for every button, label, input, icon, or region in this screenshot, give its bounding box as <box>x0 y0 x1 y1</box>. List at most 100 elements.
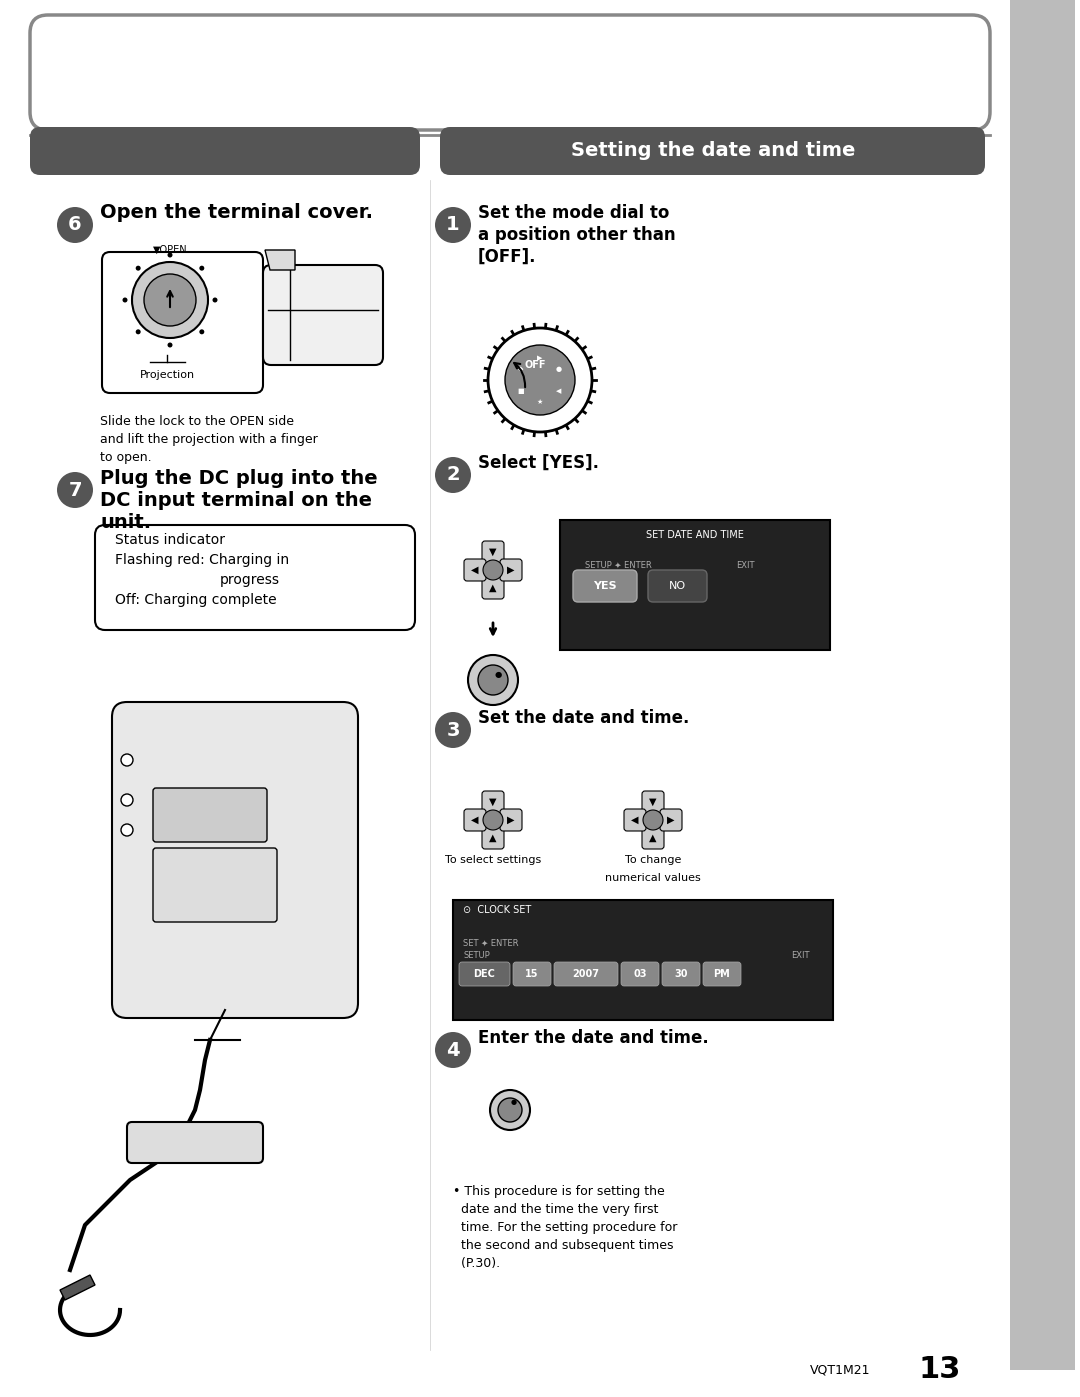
Circle shape <box>136 330 140 334</box>
FancyBboxPatch shape <box>703 963 741 986</box>
FancyBboxPatch shape <box>642 827 664 849</box>
Text: ▶: ▶ <box>508 814 515 826</box>
Circle shape <box>144 274 195 326</box>
Circle shape <box>435 712 471 747</box>
Text: To select settings: To select settings <box>445 855 541 865</box>
Text: ◀: ◀ <box>631 814 638 826</box>
Circle shape <box>200 330 204 334</box>
Text: ▶: ▶ <box>667 814 675 826</box>
Text: numerical values: numerical values <box>605 873 701 883</box>
Text: NO: NO <box>669 581 686 591</box>
FancyBboxPatch shape <box>102 251 264 393</box>
Text: ▲: ▲ <box>489 583 497 592</box>
FancyBboxPatch shape <box>459 963 510 986</box>
Circle shape <box>505 345 575 415</box>
FancyBboxPatch shape <box>573 570 637 602</box>
FancyBboxPatch shape <box>464 559 486 581</box>
Text: ●: ● <box>556 366 562 372</box>
Circle shape <box>136 265 140 271</box>
Text: 1: 1 <box>446 215 460 235</box>
Text: 4: 4 <box>446 1041 460 1059</box>
Text: 3: 3 <box>446 721 460 739</box>
Circle shape <box>132 263 208 338</box>
Text: ▼: ▼ <box>489 548 497 557</box>
Text: ▼: ▼ <box>649 798 657 807</box>
Text: ◀: ◀ <box>471 814 478 826</box>
FancyBboxPatch shape <box>464 809 486 831</box>
Text: DEC: DEC <box>473 970 496 979</box>
Text: unit.: unit. <box>100 513 151 531</box>
Text: [OFF].: [OFF]. <box>478 249 537 265</box>
Circle shape <box>121 824 133 835</box>
FancyBboxPatch shape <box>554 963 618 986</box>
Text: ▲: ▲ <box>489 833 497 842</box>
Text: Off: Charging complete: Off: Charging complete <box>114 592 276 608</box>
Circle shape <box>167 342 173 348</box>
Circle shape <box>483 560 503 580</box>
FancyBboxPatch shape <box>513 963 551 986</box>
Circle shape <box>468 655 518 705</box>
Text: ●: ● <box>495 671 501 679</box>
Text: Set the mode dial to: Set the mode dial to <box>478 204 670 222</box>
Circle shape <box>435 457 471 493</box>
Text: 6: 6 <box>68 215 82 235</box>
Circle shape <box>121 754 133 766</box>
Bar <box>1010 0 1075 1370</box>
Circle shape <box>167 253 173 257</box>
Circle shape <box>488 328 592 432</box>
Text: ▶: ▶ <box>508 564 515 576</box>
FancyBboxPatch shape <box>127 1122 264 1162</box>
Text: ▶: ▶ <box>538 355 542 360</box>
FancyBboxPatch shape <box>624 809 646 831</box>
FancyBboxPatch shape <box>660 809 681 831</box>
Text: 03: 03 <box>633 970 647 979</box>
Text: OFF: OFF <box>524 360 545 370</box>
FancyBboxPatch shape <box>500 559 522 581</box>
Text: SETUP: SETUP <box>463 950 489 960</box>
Text: EXIT: EXIT <box>792 950 810 960</box>
Circle shape <box>121 793 133 806</box>
Text: ◀: ◀ <box>556 388 562 394</box>
Text: Select [YES].: Select [YES]. <box>478 454 599 472</box>
FancyBboxPatch shape <box>153 788 267 842</box>
Text: DC input terminal on the: DC input terminal on the <box>100 490 372 510</box>
Circle shape <box>57 207 93 243</box>
FancyBboxPatch shape <box>561 520 831 650</box>
Text: ●: ● <box>511 1099 517 1105</box>
Text: Enter the date and time.: Enter the date and time. <box>478 1030 708 1046</box>
Polygon shape <box>60 1275 95 1301</box>
Text: ▼: ▼ <box>489 798 497 807</box>
FancyBboxPatch shape <box>153 848 276 922</box>
FancyBboxPatch shape <box>264 265 383 365</box>
FancyBboxPatch shape <box>30 127 420 175</box>
Text: SET DATE AND TIME: SET DATE AND TIME <box>646 529 744 541</box>
Text: progress: progress <box>220 573 280 587</box>
FancyBboxPatch shape <box>95 525 415 630</box>
Text: 15: 15 <box>525 970 539 979</box>
Text: a position other than: a position other than <box>478 226 676 244</box>
Text: VQT1M21: VQT1M21 <box>810 1363 870 1376</box>
Text: Setting the date and time: Setting the date and time <box>571 141 855 161</box>
Text: ▼OPEN: ▼OPEN <box>152 244 187 256</box>
Text: PM: PM <box>714 970 730 979</box>
Text: ▲: ▲ <box>649 833 657 842</box>
Circle shape <box>478 665 508 694</box>
Text: Flashing red: Charging in: Flashing red: Charging in <box>114 553 289 567</box>
Circle shape <box>57 472 93 509</box>
Text: 30: 30 <box>674 970 688 979</box>
Text: 2007: 2007 <box>572 970 599 979</box>
FancyBboxPatch shape <box>482 541 504 563</box>
Circle shape <box>498 1098 522 1122</box>
FancyBboxPatch shape <box>482 827 504 849</box>
Circle shape <box>643 810 663 830</box>
Text: 13: 13 <box>919 1355 961 1384</box>
Text: ⊙  CLOCK SET: ⊙ CLOCK SET <box>463 905 531 915</box>
Circle shape <box>490 1090 530 1130</box>
Text: Set the date and time.: Set the date and time. <box>478 710 689 726</box>
FancyBboxPatch shape <box>482 791 504 813</box>
Text: To change: To change <box>625 855 681 865</box>
Text: ◆: ◆ <box>518 366 524 372</box>
FancyBboxPatch shape <box>453 900 833 1020</box>
Text: Slide the lock to the OPEN side
and lift the projection with a finger
to open.: Slide the lock to the OPEN side and lift… <box>100 415 318 464</box>
Text: 2: 2 <box>446 465 460 485</box>
